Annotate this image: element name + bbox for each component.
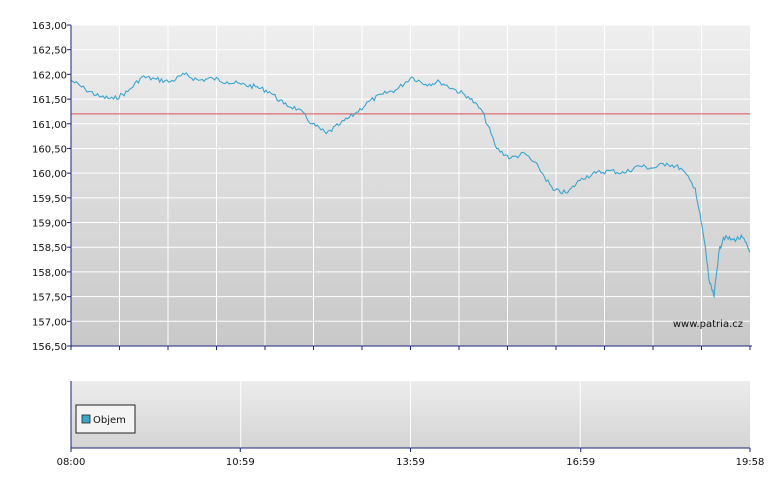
y-tick-label: 160,50 [32, 144, 67, 155]
y-tick-label: 163,00 [32, 21, 67, 32]
y-axis-tick-labels: 163,00 162,50 162,00 161,50 161,00 160,50 160,… [32, 21, 67, 353]
y-tick-label: 158,00 [32, 268, 67, 279]
volume-grid [240, 381, 581, 448]
y-tick-label: 161,50 [32, 95, 67, 106]
watermark: www.patria.cz [673, 319, 743, 330]
price-axes [70, 25, 752, 347]
y-tick-label: 162,50 [32, 46, 67, 57]
y-tick-label: 157,00 [32, 317, 67, 328]
price-series-group [70, 72, 751, 299]
y-tick-label: 159,50 [32, 194, 67, 205]
y-tick-label: 159,00 [32, 219, 67, 230]
y-tick-label: 158,50 [32, 243, 67, 254]
x-tick-label: 10:59 [226, 457, 255, 468]
price-series-line [70, 72, 751, 299]
legend-label: Objem [93, 415, 126, 426]
y-tick-label: 160,00 [32, 169, 67, 180]
volume-legend: Objem [75, 404, 136, 434]
x-tick-label: 13:59 [396, 457, 425, 468]
y-tick-label: 156,50 [32, 342, 67, 353]
price-grid [67, 24, 751, 350]
x-tick-label: 16:59 [566, 457, 595, 468]
legend-swatch-icon [81, 414, 91, 424]
x-tick-label: 19:58 [736, 457, 765, 468]
y-tick-label: 161,00 [32, 120, 67, 131]
y-tick-label: 157,50 [32, 293, 67, 304]
x-axis-tick-labels: 08:00 10:59 13:59 16:59 19:58 [57, 448, 765, 468]
y-tick-label: 162,00 [32, 70, 67, 81]
x-tick-label: 08:00 [57, 457, 86, 468]
